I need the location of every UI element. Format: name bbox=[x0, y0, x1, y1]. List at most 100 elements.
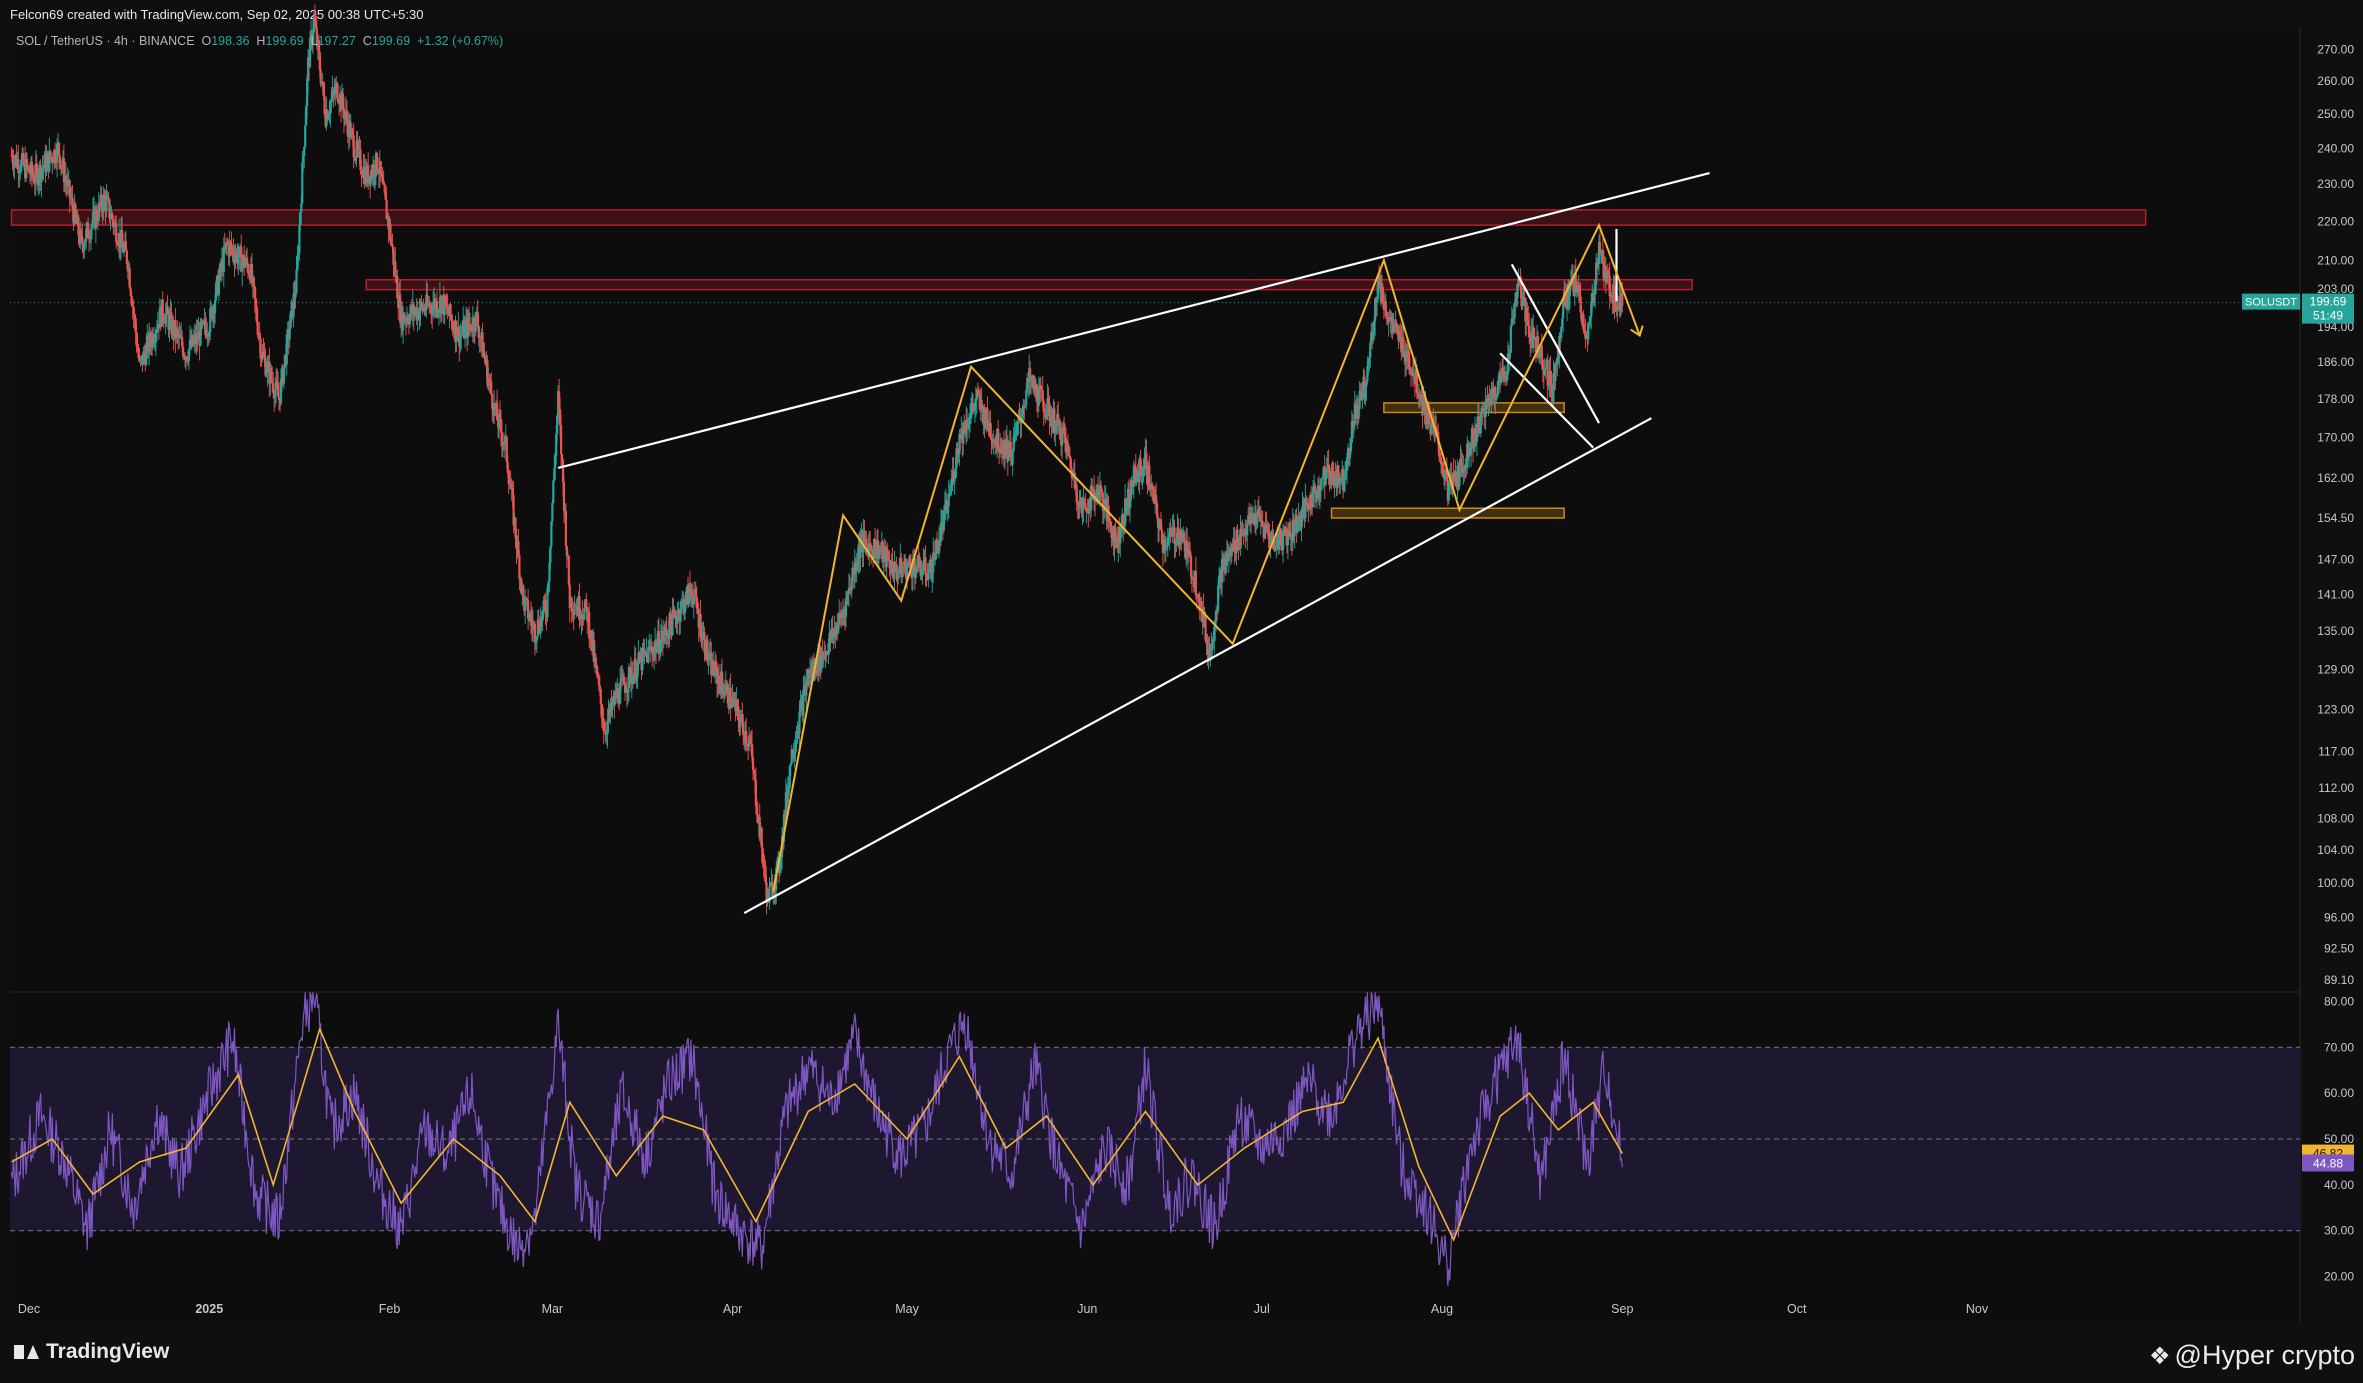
candle-body bbox=[741, 714, 744, 723]
candle-body bbox=[490, 381, 493, 394]
candle-body bbox=[108, 199, 111, 219]
candle-body bbox=[304, 125, 307, 147]
candle-body bbox=[1084, 503, 1087, 510]
candle-body bbox=[1122, 514, 1125, 528]
trendline-1[interactable] bbox=[557, 172, 1710, 469]
candle-body bbox=[66, 181, 69, 187]
candle-body bbox=[793, 752, 796, 755]
candle-body bbox=[181, 336, 184, 347]
candle-body bbox=[1375, 298, 1379, 303]
candle-body bbox=[663, 626, 666, 636]
time-tick-label: Oct bbox=[1787, 1302, 1807, 1316]
candle-body bbox=[1589, 317, 1592, 322]
price-tick-label: 89.10 bbox=[2324, 973, 2354, 987]
candle-body bbox=[778, 866, 782, 874]
candle-body bbox=[1590, 303, 1593, 318]
candle-body bbox=[827, 642, 830, 655]
candle-body bbox=[1415, 368, 1418, 394]
trendline-3[interactable] bbox=[1510, 263, 1600, 424]
candle-body bbox=[1312, 486, 1315, 507]
candle-body bbox=[500, 432, 504, 445]
candle-body bbox=[440, 299, 443, 314]
price-tick-label: 210.00 bbox=[2317, 253, 2354, 267]
candle-body bbox=[1475, 424, 1479, 443]
candle-body bbox=[33, 182, 36, 184]
candle-body bbox=[1613, 285, 1616, 309]
candle-body bbox=[845, 593, 849, 598]
candle-body bbox=[149, 332, 152, 343]
candle-body bbox=[1495, 397, 1498, 400]
candle-body bbox=[762, 863, 765, 865]
candle-body bbox=[1345, 457, 1349, 471]
candle-body bbox=[499, 418, 503, 433]
candle-body bbox=[570, 598, 573, 612]
candle-body bbox=[111, 213, 114, 221]
candle-body bbox=[622, 676, 626, 685]
candle-body bbox=[1435, 426, 1438, 431]
candle-body bbox=[154, 332, 158, 342]
candle-body bbox=[1354, 403, 1357, 406]
candle-body bbox=[1331, 467, 1334, 472]
zone-2[interactable] bbox=[365, 279, 1693, 291]
candle-body bbox=[782, 813, 786, 842]
candle-body bbox=[1180, 530, 1183, 541]
candle-body bbox=[558, 409, 562, 426]
candle-body bbox=[1080, 497, 1083, 514]
candle-body bbox=[1174, 544, 1177, 546]
candle-body bbox=[723, 693, 726, 695]
candle-body bbox=[199, 321, 202, 346]
candle-body bbox=[384, 192, 387, 200]
zone-3[interactable] bbox=[1383, 402, 1565, 414]
candle-body bbox=[1578, 285, 1581, 297]
zone-1[interactable] bbox=[10, 209, 2147, 226]
candle-body bbox=[1035, 384, 1039, 402]
candle-body bbox=[1097, 492, 1101, 501]
candle-body bbox=[1337, 465, 1340, 476]
candle-body bbox=[474, 312, 477, 332]
candle-body bbox=[205, 328, 208, 337]
trendline-4[interactable] bbox=[1499, 352, 1594, 449]
candle-body bbox=[874, 553, 878, 558]
candle-body bbox=[1479, 412, 1482, 434]
candle-body bbox=[289, 311, 292, 329]
candle-body bbox=[128, 268, 131, 289]
candle-body bbox=[11, 155, 14, 163]
candle-body bbox=[483, 352, 486, 359]
candle-body bbox=[862, 532, 865, 553]
candle-body bbox=[1237, 549, 1240, 551]
candle-body bbox=[712, 660, 715, 673]
candle-body bbox=[1523, 297, 1526, 299]
candle-body bbox=[537, 619, 540, 631]
candle-body bbox=[1348, 451, 1352, 459]
candle-body bbox=[1012, 436, 1015, 452]
pattern-path[interactable] bbox=[772, 222, 1641, 892]
candle-body bbox=[1438, 456, 1442, 459]
tradingview-logo[interactable]: TradingView bbox=[14, 1340, 169, 1364]
candle-body bbox=[244, 263, 247, 268]
candle-body bbox=[142, 351, 145, 366]
zone-4[interactable] bbox=[1330, 507, 1565, 519]
candle-body bbox=[354, 157, 357, 161]
trendline-2[interactable] bbox=[743, 417, 1652, 914]
footer-bar bbox=[0, 1323, 2363, 1383]
price-tick-label: 92.50 bbox=[2324, 942, 2354, 956]
candle-body bbox=[1194, 571, 1197, 596]
candle-body bbox=[255, 306, 258, 322]
legend-low-value: 197.27 bbox=[317, 34, 356, 48]
candle-body bbox=[382, 183, 385, 185]
candle-body bbox=[1540, 345, 1543, 365]
candle-body bbox=[1506, 353, 1510, 375]
candle-body bbox=[1588, 321, 1591, 325]
price-axis[interactable] bbox=[2300, 28, 2363, 1323]
price-tag bbox=[2302, 293, 2354, 324]
candle-body bbox=[1151, 484, 1154, 488]
candle-body bbox=[1447, 484, 1450, 501]
candle-body bbox=[701, 632, 704, 640]
candle-body bbox=[402, 313, 406, 322]
candle-body bbox=[752, 769, 756, 773]
candle-body bbox=[626, 687, 630, 693]
candle-body bbox=[1384, 301, 1387, 317]
candle-body bbox=[1130, 480, 1133, 488]
candle-body bbox=[331, 90, 334, 99]
